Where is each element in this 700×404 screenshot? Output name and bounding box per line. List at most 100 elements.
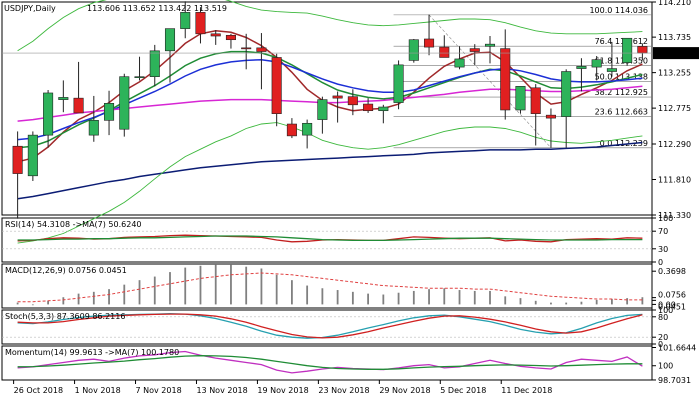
macd-histogram-bar xyxy=(77,293,80,305)
candle-body xyxy=(500,48,511,111)
candle-body xyxy=(424,38,435,48)
macd-histogram-bar xyxy=(108,289,110,305)
candle-body xyxy=(302,122,313,136)
macd-histogram-bar xyxy=(565,302,568,305)
macd-tick-label: 0.0451 xyxy=(658,302,686,311)
macd-histogram-bar xyxy=(504,296,507,305)
ma-line-maGreen xyxy=(17,50,643,149)
macd-histogram-bar xyxy=(260,268,263,305)
candle-body xyxy=(256,47,267,52)
candle-body xyxy=(530,87,541,114)
macd-histogram-bar xyxy=(16,302,19,305)
macd-histogram-bar xyxy=(595,299,598,305)
candle-body xyxy=(58,97,69,100)
macd-histogram-bar xyxy=(641,297,644,305)
ma-line-maNavy xyxy=(17,141,643,200)
macd-histogram-bar xyxy=(428,289,430,305)
macd-histogram-bar xyxy=(443,288,446,305)
macd-histogram-bar xyxy=(397,292,400,305)
ma-line-bands xyxy=(17,0,643,52)
candle-body xyxy=(545,114,556,119)
indicator-title: Stoch(5,3,3) 87.3609 86.2116 xyxy=(5,312,125,321)
macd-histogram-bar xyxy=(412,290,415,305)
x-tick-label: 11 Dec 2018 xyxy=(501,386,552,395)
macd-histogram-bar xyxy=(321,288,324,305)
macd-histogram-bar xyxy=(550,302,552,305)
indicator-tick-label: 30 xyxy=(658,245,668,254)
price-tick-label: 113.735 xyxy=(658,33,691,42)
indicator-line-momMa xyxy=(17,355,643,370)
macd-histogram-bar xyxy=(92,291,95,305)
macd-histogram-bar xyxy=(123,284,126,305)
macd-histogram-bar xyxy=(153,276,156,305)
price-tick-label: 111.330 xyxy=(658,211,691,220)
macd-histogram-bar xyxy=(382,294,385,305)
price-tick-label: 112.775 xyxy=(658,104,691,113)
rsi-panel: 100 70 30 0 RSI(14) 54.3108 ->MA(7) 50.6240 xyxy=(2,214,673,267)
indicator-title: RSI(14) 54.3108 ->MA(7) 50.6240 xyxy=(5,220,142,229)
macd-histogram-bar xyxy=(489,290,491,305)
candle-body xyxy=(484,43,496,47)
current-price-label: 113.519 xyxy=(657,49,690,58)
fib-level-label: 61.8 113.350 xyxy=(595,57,648,66)
candle-body xyxy=(576,66,587,69)
candle-body xyxy=(363,103,374,112)
x-tick-label: 5 Dec 2018 xyxy=(440,386,486,395)
macd-histogram-bar xyxy=(31,304,34,306)
candle-body xyxy=(180,12,191,29)
fib-level-label: 100.0 114.036 xyxy=(589,6,648,15)
candle-body xyxy=(241,47,252,50)
macd-histogram-bar xyxy=(351,291,354,305)
candle-body xyxy=(12,145,23,174)
candle-body xyxy=(271,57,282,114)
indicator-tick-label: 100 xyxy=(658,362,673,371)
macd-title: MACD(12,26,9) 0.0756 0.0451 xyxy=(5,266,127,275)
macd-histogram-bar xyxy=(275,274,278,305)
candle-body xyxy=(378,106,389,112)
x-tick-label: 23 Nov 2018 xyxy=(318,386,369,395)
fib-level-label: 50.0 113.138 xyxy=(595,72,648,81)
candle-body xyxy=(27,134,38,177)
macd-histogram-bar xyxy=(169,272,171,305)
macd-histogram-bar xyxy=(611,299,613,305)
chart-symbol-label: USDJPY,Daily xyxy=(4,4,56,13)
candle-body xyxy=(515,86,526,111)
indicator-title: Momentum(14) 99.9613 ->MA(7) 100.1780 xyxy=(5,348,179,357)
macd-histogram-bar xyxy=(519,298,522,305)
x-tick-label: 13 Nov 2018 xyxy=(196,386,247,395)
macd-histogram-bar xyxy=(230,264,232,305)
candle-body xyxy=(88,120,99,136)
macd-histogram-bar xyxy=(336,290,339,305)
macd-histogram-bar xyxy=(367,293,369,305)
macd-histogram-bar xyxy=(291,280,293,305)
fib-level-label: 76.4 113.612 xyxy=(595,37,648,46)
x-axis: 26 Oct 2018 1 Nov 2018 7 Nov 2018 13 Nov 20… xyxy=(13,380,552,395)
candle-body xyxy=(149,50,160,77)
candle-body xyxy=(164,28,176,52)
candle-body xyxy=(408,39,419,61)
indicator-tick-label: 0 xyxy=(658,340,663,349)
macd-histogram-bar xyxy=(214,264,217,305)
candle-body xyxy=(637,46,648,54)
macd-histogram-bar xyxy=(580,301,583,305)
x-tick-label: 19 Nov 2018 xyxy=(257,386,308,395)
candle-body xyxy=(561,71,572,117)
macd-histogram-bar xyxy=(458,290,461,305)
ma-line-maBlue xyxy=(17,58,643,141)
macd-histogram-bar xyxy=(473,290,476,305)
indicator-tick-label: 70 xyxy=(658,227,668,236)
candle-body xyxy=(393,64,404,103)
candle-body xyxy=(210,33,221,37)
indicator-tick-label: 20 xyxy=(658,333,668,342)
macd-histogram-bar xyxy=(138,280,141,305)
indicator-line-stochMain xyxy=(17,313,643,339)
price-tick-label: 113.255 xyxy=(658,69,691,78)
candle-body xyxy=(347,96,358,106)
candle-body xyxy=(134,76,145,78)
candle-body xyxy=(606,68,617,72)
indicator-tick-label: 101.6644 xyxy=(658,343,696,352)
candle-body xyxy=(104,103,115,121)
macd-histogram-bar xyxy=(184,267,187,305)
